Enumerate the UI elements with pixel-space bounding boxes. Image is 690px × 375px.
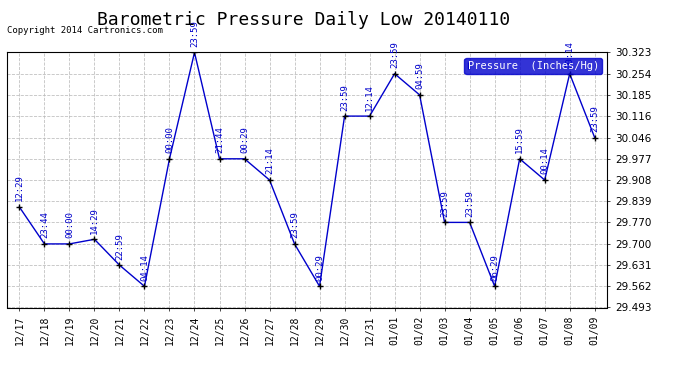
Text: 00:00: 00:00 [165,126,174,153]
Text: 23:59: 23:59 [340,84,349,111]
Text: 00:00: 00:00 [65,211,74,238]
Pressure  (Inches/Hg) [366,114,374,118]
Pressure  (Inches/Hg) [66,242,74,246]
Pressure  (Inches/Hg) [540,178,549,182]
Pressure  (Inches/Hg) [391,72,399,76]
Text: 14:29: 14:29 [90,207,99,234]
Text: 23:59: 23:59 [190,20,199,47]
Pressure  (Inches/Hg) [440,220,449,225]
Text: 23:59: 23:59 [290,211,299,238]
Text: 00:14: 00:14 [540,148,549,174]
Text: 21:14: 21:14 [265,148,274,174]
Text: 04:59: 04:59 [415,63,424,89]
Text: 12:29: 12:29 [15,175,24,201]
Pressure  (Inches/Hg) [15,205,23,209]
Pressure  (Inches/Hg) [266,178,274,182]
Pressure  (Inches/Hg) [315,284,324,288]
Pressure  (Inches/Hg) [466,220,474,225]
Text: Barometric Pressure Daily Low 20140110: Barometric Pressure Daily Low 20140110 [97,11,510,29]
Pressure  (Inches/Hg) [140,284,148,288]
Pressure  (Inches/Hg) [491,284,499,288]
Text: Copyright 2014 Cartronics.com: Copyright 2014 Cartronics.com [7,26,163,35]
Pressure  (Inches/Hg) [290,242,299,246]
Text: 23:59: 23:59 [390,41,399,68]
Pressure  (Inches/Hg) [166,156,174,161]
Text: 23:59: 23:59 [440,190,449,217]
Pressure  (Inches/Hg) [190,50,199,55]
Text: 04:14: 04:14 [140,254,149,281]
Text: 00:14: 00:14 [565,41,574,68]
Text: 23:59: 23:59 [465,190,474,217]
Pressure  (Inches/Hg) [240,156,248,161]
Pressure  (Inches/Hg) [566,72,574,76]
Text: 00:29: 00:29 [315,254,324,281]
Text: 22:59: 22:59 [115,232,124,260]
Text: 12:14: 12:14 [365,84,374,111]
Text: 15:59: 15:59 [515,126,524,153]
Text: 23:59: 23:59 [590,105,599,132]
Text: 00:29: 00:29 [240,126,249,153]
Line: Pressure  (Inches/Hg): Pressure (Inches/Hg) [19,53,595,286]
Pressure  (Inches/Hg) [115,263,124,267]
Pressure  (Inches/Hg) [40,242,48,246]
Pressure  (Inches/Hg) [215,156,224,161]
Pressure  (Inches/Hg) [591,135,599,140]
Pressure  (Inches/Hg) [415,93,424,97]
Pressure  (Inches/Hg) [515,156,524,161]
Text: 21:44: 21:44 [215,126,224,153]
Pressure  (Inches/Hg) [340,114,348,118]
Text: 06:29: 06:29 [490,254,499,281]
Text: 23:44: 23:44 [40,211,49,238]
Legend: Pressure  (Inches/Hg): Pressure (Inches/Hg) [464,58,602,74]
Pressure  (Inches/Hg) [90,237,99,242]
